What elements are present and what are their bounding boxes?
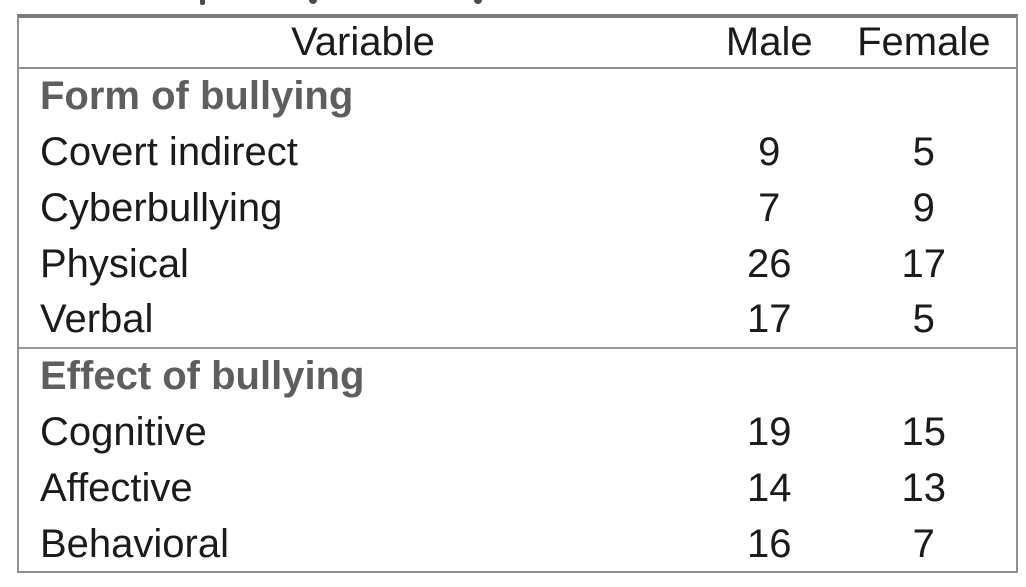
variable-cell: Verbal bbox=[40, 297, 154, 341]
male-value-cell: 7 bbox=[758, 185, 781, 230]
male-value-cell: 16 bbox=[746, 521, 792, 566]
male-value-cell: 19 bbox=[746, 409, 792, 454]
table-row: Physical 26 17 bbox=[19, 236, 1016, 292]
variable-cell: Affective bbox=[40, 465, 193, 510]
header-row: Variable Male Female bbox=[19, 18, 1016, 69]
female-value-cell: 15 bbox=[901, 409, 947, 454]
variable-cell: Cyberbullying bbox=[40, 185, 283, 230]
table-row: Cognitive 19 15 bbox=[19, 404, 1016, 460]
male-value-cell: 14 bbox=[746, 465, 792, 510]
female-value-cell: 13 bbox=[901, 465, 947, 510]
male-value-cell: 26 bbox=[746, 241, 792, 286]
female-value-cell: 9 bbox=[912, 185, 935, 230]
variable-cell: Behavioral bbox=[40, 521, 230, 566]
variable-cell: Physical bbox=[40, 241, 189, 286]
table-row: Covert indirect 9 5 bbox=[19, 124, 1016, 180]
female-value-cell: 5 bbox=[912, 297, 935, 341]
section-header-row: Effect of bullying bbox=[19, 347, 1016, 404]
section-header-label: Form of bullying bbox=[40, 74, 354, 118]
column-header-female: Female bbox=[831, 18, 1016, 69]
variable-cell: Cognitive bbox=[40, 409, 207, 454]
male-value-cell: 17 bbox=[746, 297, 792, 341]
column-header-variable: Variable bbox=[19, 18, 707, 69]
table-row: Behavioral 16 7 bbox=[19, 516, 1016, 572]
bullying-stats-table-container: Variable Male Female Form of bullying Cov… bbox=[17, 14, 1018, 573]
table-header: Variable Male Female bbox=[19, 18, 1016, 69]
cropped-text-fragment bbox=[474, 0, 482, 4]
table-row: Verbal 17 5 bbox=[19, 292, 1016, 348]
cropped-text-fragment bbox=[200, 0, 205, 5]
column-header-male: Male bbox=[706, 18, 832, 69]
female-value-cell: 7 bbox=[912, 521, 935, 566]
section-header-row: Form of bullying bbox=[19, 68, 1016, 124]
section-header-label: Effect of bullying bbox=[19, 347, 1016, 404]
table-body: Form of bullying Covert indirect 9 5 Cyberbu… bbox=[19, 68, 1016, 572]
cropped-text-fragment bbox=[309, 0, 317, 4]
variable-cell: Covert indirect bbox=[40, 129, 298, 174]
table-row: Affective 14 13 bbox=[19, 460, 1016, 516]
male-value-cell: 9 bbox=[758, 129, 781, 174]
female-value-cell: 5 bbox=[912, 129, 935, 174]
female-value-cell: 17 bbox=[901, 241, 947, 286]
bullying-stats-table: Variable Male Female Form of bullying Cov… bbox=[19, 18, 1016, 572]
table-row: Cyberbullying 7 9 bbox=[19, 180, 1016, 236]
